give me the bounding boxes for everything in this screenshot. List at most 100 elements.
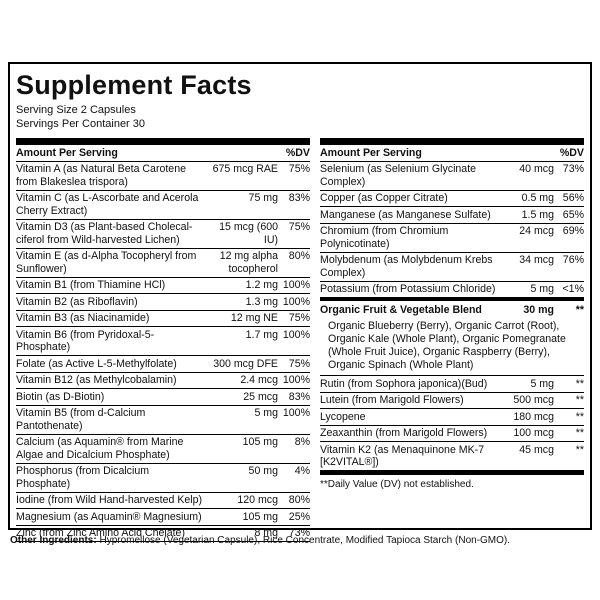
nutrient-row: Potassium (from Potassium Chloride) 5 mg <… xyxy=(320,282,585,298)
daily-value: 76% xyxy=(562,254,584,266)
daily-value: 65% xyxy=(562,208,584,221)
daily-value: 75% xyxy=(288,221,310,233)
amount: 0.5 mg xyxy=(521,192,554,204)
nutrient-row: Iodine (from Wild Hand-harvested Kelp) 12… xyxy=(16,493,310,509)
nutrient-row: Lutein (from Marigold Flowers) 500 mcg ** xyxy=(320,393,584,409)
serving-size: Serving Size 2 Capsules xyxy=(16,104,136,116)
amount: 100 mcg xyxy=(513,427,554,439)
nutrient-name: Vitamin E (as d-Alpha Tocopheryl from Su… xyxy=(16,250,197,275)
nutrient-name: Iodine (from Wild Hand-harvested Kelp) xyxy=(16,494,203,506)
blend-ingredients: Organic Blueberry (Berry), Organic Carro… xyxy=(320,318,584,376)
daily-value: 83% xyxy=(288,390,310,403)
nutrient-name: Vitamin B12 (as Methylcobalamin) xyxy=(16,374,177,386)
amount: 300 mcg DFE xyxy=(213,357,278,370)
nutrient-row: Chromium (from Chromium Polynicotinate) 2… xyxy=(320,224,584,253)
amount: 15 mcg (600 IU) xyxy=(219,221,278,246)
nutrient-name: Vitamin D3 (as Plant-based Cholecal-cife… xyxy=(16,221,193,246)
nutrient-name: Chromium (from Chromium Polynicotinate) xyxy=(320,225,449,250)
amount-header: Amount Per Serving xyxy=(16,146,118,159)
daily-value: 83% xyxy=(288,192,310,204)
column-header: Amount Per Serving %DV xyxy=(320,145,584,162)
daily-value: ** xyxy=(575,394,584,406)
daily-value: 25% xyxy=(288,510,310,523)
footnote: **Daily Value (DV) not established. xyxy=(320,471,584,490)
nutrient-row: Vitamin B1 (from Thiamine HCl) 1.2 mg 100% xyxy=(16,278,310,294)
daily-value: 100% xyxy=(282,407,310,419)
amount: 50 mg xyxy=(248,465,278,477)
nutrient-row: Zinc (from Zinc Amino Acid Chelate) 8 mg 7… xyxy=(16,526,310,542)
amount: 25 mcg xyxy=(243,390,278,403)
nutrient-row: Vitamin C (as L-Ascorbate and Acerola Ch… xyxy=(16,191,310,220)
daily-value: ** xyxy=(575,304,584,316)
daily-value: 80% xyxy=(288,494,310,506)
dv-header: %DV xyxy=(285,146,310,159)
nutrient-name: Vitamin A (as Natural Beta Carotene from… xyxy=(16,163,186,188)
nutrient-name: Calcium (as Aquamin® from Marine Algae a… xyxy=(16,436,184,461)
nutrient-row: Molybdenum (as Molybdenum Krebs Complex)… xyxy=(320,253,584,282)
nutrient-row: Copper (as Copper Citrate) 0.5 mg 56% xyxy=(320,191,584,207)
nutrient-row: Biotin (as D-Biotin) 25 mcg 83% xyxy=(16,389,310,406)
daily-value: 100% xyxy=(282,328,310,341)
nutrient-row: Vitamin B2 (as Riboflavin) 1.3 mg 100% xyxy=(16,294,310,311)
amount: 30 mg xyxy=(523,304,554,316)
amount: 1.2 mg xyxy=(245,279,278,291)
daily-value: <1% xyxy=(562,283,585,295)
nutrient-row: Folate (as Active L-5-Methylfolate) 300 m… xyxy=(16,356,310,373)
amount: 2.4 mcg xyxy=(240,374,278,386)
nutrient-row: Zeaxanthin (from Marigold Flowers) 100 mc… xyxy=(320,426,584,442)
amount: 180 mcg xyxy=(513,410,554,423)
daily-value: 100% xyxy=(282,279,310,291)
amount: 105 mg xyxy=(242,436,278,448)
left-column: Amount Per Serving %DV Vitamin A (as Natur… xyxy=(16,138,310,542)
amount: 12 mg NE xyxy=(230,312,278,324)
amount: 5 mg xyxy=(254,407,278,419)
daily-value: ** xyxy=(575,443,584,456)
amount: 75 mg xyxy=(248,192,278,204)
nutrient-name: Vitamin B5 (from d-Calcium Pantothenate) xyxy=(16,407,146,432)
nutrient-name: Manganese (as Manganese Sulfate) xyxy=(320,208,491,221)
nutrient-row: Vitamin A (as Natural Beta Carotene from… xyxy=(16,162,310,191)
nutrient-name: Vitamin K2 (as Menaquinone MK-7 [K2VITAL… xyxy=(320,443,485,469)
amount: 24 mcg xyxy=(519,225,554,237)
nutrient-row: Vitamin B5 (from d-Calcium Pantothenate)… xyxy=(16,406,310,435)
nutrient-row: Vitamin E (as d-Alpha Tocopheryl from Su… xyxy=(16,249,310,278)
nutrient-row: Calcium (as Aquamin® from Marine Algae a… xyxy=(16,435,310,464)
other-text: Hypromellose (Vegetarian Capsule), Rice … xyxy=(99,535,511,546)
amount: 1.3 mg xyxy=(245,295,278,308)
nutrient-name: Lutein (from Marigold Flowers) xyxy=(320,394,464,406)
nutrient-name: Magnesium (as Aquamin® Magnesium) xyxy=(16,510,202,523)
servings-per-container: Servings Per Container 30 xyxy=(16,118,146,130)
nutrient-name: Vitamin C (as L-Ascorbate and Acerola Ch… xyxy=(16,192,199,217)
amount: 34 mcg xyxy=(519,254,554,266)
other-ingredients: Other Ingredients: Hypromellose (Vegetar… xyxy=(10,535,510,546)
amount: 8 mg xyxy=(254,527,278,539)
nutrient-name: Lycopene xyxy=(320,410,366,423)
nutrient-name: Organic Fruit & Vegetable Blend xyxy=(320,304,482,316)
nutrient-row: Manganese (as Manganese Sulfate) 1.5 mg 65… xyxy=(320,207,584,224)
amount: 105 mg xyxy=(242,510,278,523)
other-label: Other Ingredients: xyxy=(10,535,97,546)
nutrient-row: Vitamin B6 (from Pyridoxal-5-Phosphate) 1… xyxy=(16,327,310,356)
facts-panel: Supplement Facts Serving Size 2 Capsules… xyxy=(8,62,592,542)
amount: 12 mg alpha tocopherol xyxy=(219,250,278,275)
amount: 5 mg xyxy=(530,283,554,295)
nutrient-row: Vitamin D3 (as Plant-based Cholecal-cife… xyxy=(16,220,310,249)
nutrient-row: Vitamin B12 (as Methylcobalamin) 2.4 mcg 1… xyxy=(16,373,310,389)
daily-value: 8% xyxy=(294,436,310,448)
nutrient-name: Vitamin B2 (as Riboflavin) xyxy=(16,295,138,308)
nutrient-name: Vitamin B6 (from Pyridoxal-5-Phosphate) xyxy=(16,328,155,354)
nutrient-name: Copper (as Copper Citrate) xyxy=(320,192,448,204)
nutrient-name: Phosphorus (from Dicalcium Phosphate) xyxy=(16,465,150,490)
daily-value: 56% xyxy=(562,192,584,204)
amount: 120 mcg xyxy=(237,494,278,506)
daily-value: 75% xyxy=(288,312,310,324)
nutrient-row: Selenium (as Selenium Glycinate Complex)… xyxy=(320,162,584,191)
nutrient-name: Selenium (as Selenium Glycinate Complex) xyxy=(320,163,477,188)
daily-value: 80% xyxy=(288,250,310,262)
nutrient-name: Rutin (from Sophora japonica)(Bud) xyxy=(320,377,488,390)
nutrient-name: Zinc (from Zinc Amino Acid Chelate) xyxy=(16,527,185,539)
amount: 1.7 mg xyxy=(245,328,278,341)
amount-header: Amount Per Serving xyxy=(320,146,422,159)
amount: 500 mcg xyxy=(513,394,554,406)
daily-value: ** xyxy=(575,427,584,439)
